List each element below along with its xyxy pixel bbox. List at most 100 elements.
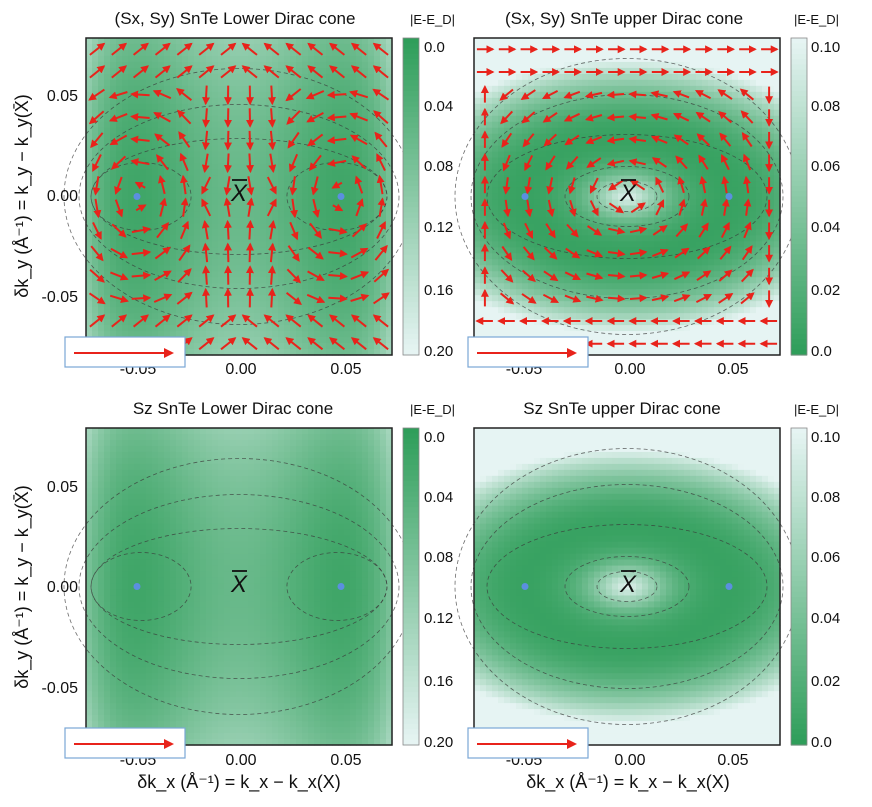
heatmap-cell	[516, 325, 523, 332]
heatmap-cell	[236, 217, 243, 225]
heatmap-cell	[326, 241, 333, 248]
heatmap-cell	[666, 85, 673, 93]
heatmap-cell	[648, 139, 655, 147]
heatmap-cell	[350, 259, 357, 266]
heatmap-cell	[516, 235, 523, 242]
heatmap-cell	[492, 91, 499, 99]
heatmap-cell	[212, 38, 219, 45]
heatmap-cell	[326, 151, 333, 159]
heatmap-cell	[594, 259, 601, 266]
heatmap-cell	[522, 307, 529, 314]
heatmap-cell	[98, 61, 105, 69]
heatmap-cell	[332, 277, 339, 284]
heatmap-cell	[672, 259, 679, 266]
heatmap-cell	[380, 49, 387, 57]
heatmap-cell	[116, 109, 123, 117]
heatmap-cell	[338, 85, 345, 93]
heatmap-cell	[104, 259, 111, 266]
heatmap-cell	[242, 127, 249, 135]
heatmap-cell	[146, 283, 153, 290]
heatmap-cell	[140, 169, 147, 177]
heatmap-cell	[242, 55, 249, 63]
heatmap-cell	[690, 79, 697, 87]
heatmap-cell	[522, 157, 529, 165]
heatmap-cell	[98, 169, 105, 177]
heatmap-cell	[218, 67, 225, 75]
heatmap-cell	[86, 109, 93, 117]
heatmap-cell	[254, 133, 261, 141]
heatmap-cell	[212, 121, 219, 129]
heatmap-cell	[600, 103, 607, 111]
heatmap-cell	[510, 61, 517, 69]
heatmap-cell	[164, 241, 171, 248]
heatmap-cell	[296, 307, 303, 314]
heatmap-cell	[498, 121, 505, 129]
heatmap-cell	[308, 175, 315, 183]
heatmap-cell	[236, 253, 243, 260]
heatmap-cell	[266, 325, 273, 332]
heatmap-cell	[176, 313, 183, 320]
heatmap-cell	[302, 229, 309, 236]
heatmap-cell	[218, 307, 225, 314]
heatmap-cell	[600, 241, 607, 248]
heatmap-cell	[690, 277, 697, 284]
heatmap-cell	[588, 55, 595, 63]
heatmap-cell	[218, 85, 225, 93]
heatmap-cell	[648, 187, 655, 195]
spin-arrow	[135, 204, 147, 212]
heatmap-cell	[600, 229, 607, 236]
heatmap-cell	[302, 235, 309, 242]
heatmap-cell	[558, 115, 565, 123]
heatmap-cell	[266, 85, 273, 93]
heatmap-cell	[552, 235, 559, 242]
heatmap-cell	[302, 331, 309, 338]
heatmap-cell	[642, 265, 649, 272]
heatmap-cell	[332, 61, 339, 69]
heatmap-cell	[636, 139, 643, 147]
heatmap-cell	[368, 205, 375, 213]
heatmap-cell	[492, 187, 499, 195]
heatmap-cell	[486, 127, 493, 135]
heatmap-cell	[116, 79, 123, 87]
heatmap-cell	[260, 61, 267, 69]
heatmap-cell	[594, 181, 601, 189]
heatmap-cell	[528, 283, 535, 290]
heatmap-cell	[588, 241, 595, 248]
heatmap-cell	[254, 55, 261, 63]
heatmap-cell	[344, 349, 351, 356]
spin-arrow	[154, 65, 171, 79]
heatmap-cell	[110, 217, 117, 225]
heatmap-cell	[618, 38, 625, 45]
spin-arrow	[377, 197, 386, 217]
heatmap-cell	[110, 121, 117, 129]
heatmap-cell	[170, 253, 177, 260]
heatmap-cell	[528, 61, 535, 69]
heatmap-cell	[164, 205, 171, 213]
heatmap-cell	[290, 241, 297, 248]
heatmap-cell	[344, 151, 351, 159]
heatmap-cell	[630, 151, 637, 159]
heatmap-cell	[314, 259, 321, 266]
heatmap-cell	[498, 259, 505, 266]
heatmap-cell	[182, 145, 189, 153]
heatmap-cell	[684, 97, 691, 105]
heatmap-cell	[492, 241, 499, 248]
heatmap-cell	[374, 49, 381, 57]
heatmap-cell	[386, 319, 393, 326]
heatmap-cell	[248, 145, 255, 153]
heatmap-cell	[588, 181, 595, 189]
heatmap-cell	[594, 319, 601, 326]
heatmap-cell	[672, 151, 679, 159]
heatmap-cell	[374, 241, 381, 248]
heatmap-cell	[164, 211, 171, 219]
heatmap-cell	[552, 223, 559, 230]
heatmap-cell	[248, 121, 255, 129]
heatmap-cell	[278, 199, 285, 207]
heatmap-cell	[296, 67, 303, 75]
heatmap-cell	[576, 211, 583, 219]
heatmap-cell	[558, 163, 565, 171]
heatmap-cell	[684, 145, 691, 153]
heatmap-cell	[278, 343, 285, 350]
heatmap-cell	[320, 67, 327, 75]
heatmap-cell	[110, 181, 117, 189]
